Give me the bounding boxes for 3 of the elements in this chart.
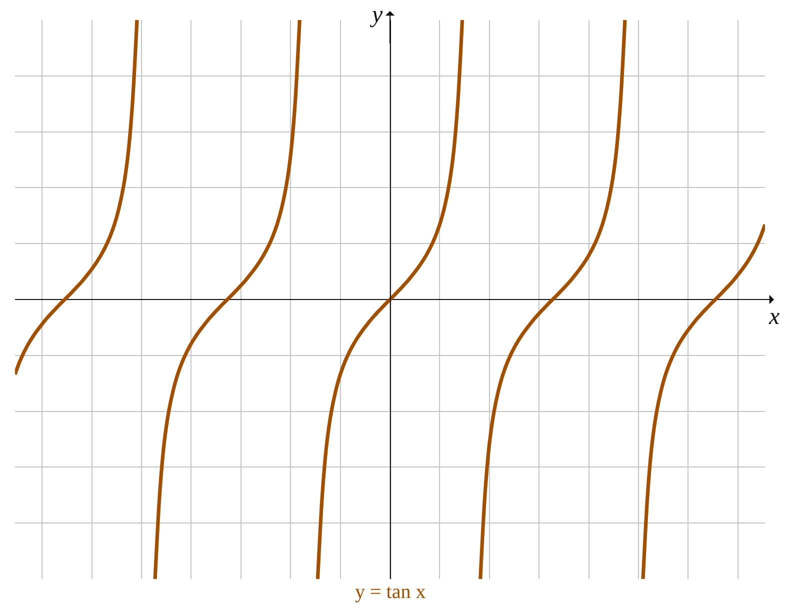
y-axis-title: y [370, 2, 383, 28]
text: y = tan x [355, 581, 426, 603]
x-axis-title: x [768, 304, 780, 330]
